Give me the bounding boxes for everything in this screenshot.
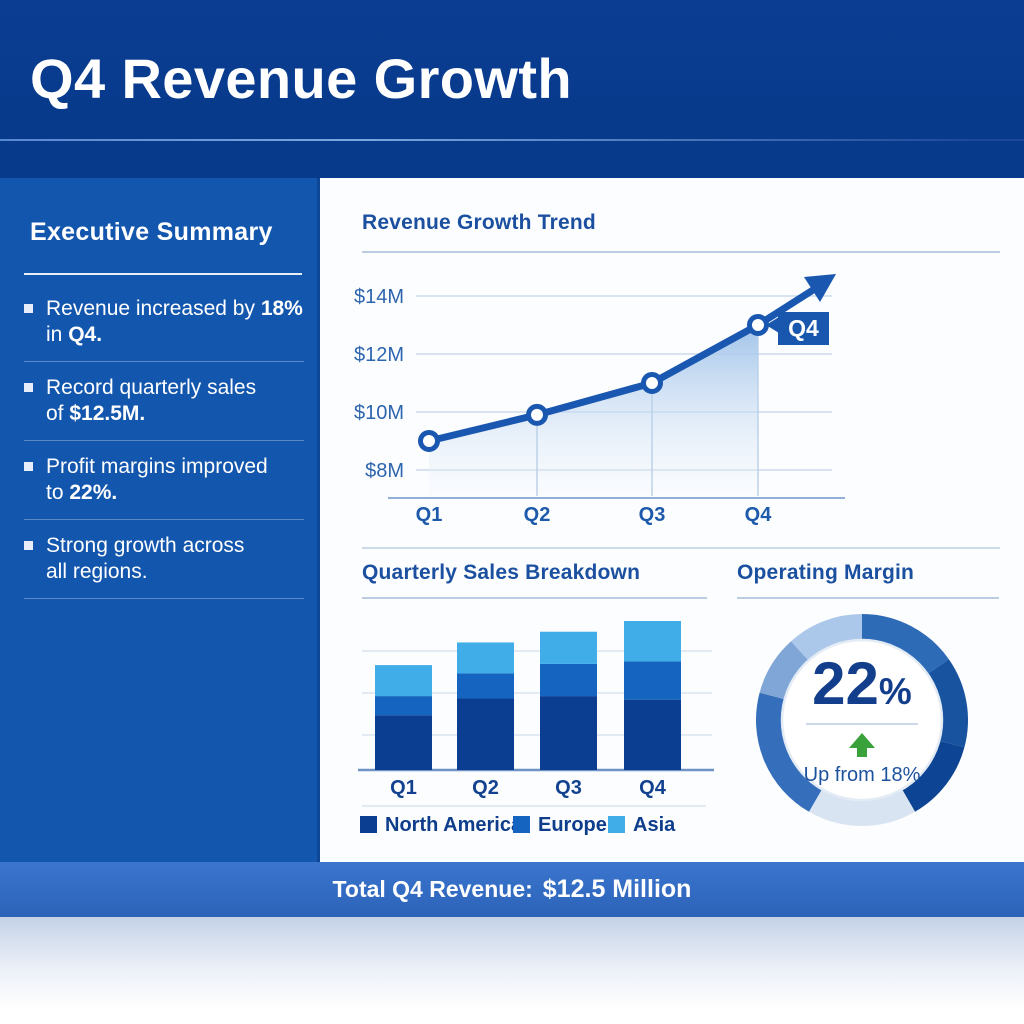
y-tick-label: $8M bbox=[365, 460, 404, 482]
donut-segment bbox=[901, 740, 965, 812]
bullet-square-icon bbox=[24, 383, 33, 392]
revenue-trend-chart: $8M $10M $12M $14M Q4 Q1 Q2 Q3 Q4 bbox=[354, 274, 845, 526]
bar-segment bbox=[624, 621, 681, 662]
data-point bbox=[526, 403, 548, 426]
legend-label: Asia bbox=[633, 814, 676, 836]
up-arrow-icon bbox=[849, 733, 875, 757]
x-tick-label: Q2 bbox=[524, 504, 551, 526]
footer-band: Total Q4 Revenue: $12.5 Million bbox=[0, 862, 1024, 917]
legend-swatch bbox=[360, 816, 377, 833]
summary-bullet: Strong growth across all regions. bbox=[24, 533, 304, 599]
bar-segment bbox=[375, 696, 432, 716]
donut-segment bbox=[756, 692, 823, 812]
annotation-label: Q4 bbox=[788, 315, 819, 341]
bar-segment bbox=[540, 631, 597, 664]
donut-segment bbox=[759, 641, 809, 700]
page-title: Q4 Revenue Growth bbox=[30, 47, 573, 110]
donut-segment bbox=[791, 614, 863, 661]
donut-chart-title-underline bbox=[737, 597, 999, 599]
bar-segment bbox=[540, 696, 597, 770]
footer-label: Total Q4 Revenue: bbox=[332, 876, 533, 902]
summary-bullet: Profit margins improved to 22%. bbox=[24, 454, 304, 520]
bar-segment bbox=[375, 715, 432, 770]
annotation-pointer bbox=[766, 317, 779, 333]
bullet-square-icon bbox=[24, 304, 33, 313]
y-tick-label: $10M bbox=[354, 402, 404, 424]
bar-segment bbox=[457, 673, 514, 699]
data-point bbox=[418, 430, 440, 452]
header-band: Q4 Revenue Growth bbox=[0, 0, 1024, 178]
summary-list: Revenue increased by 18% in Q4. Record qua… bbox=[24, 296, 304, 612]
donut-center: 22% Up from 18% bbox=[748, 606, 976, 834]
donut-chart-title: Operating Margin bbox=[737, 561, 915, 584]
section-divider bbox=[362, 547, 1000, 549]
x-tick-label: Q3 bbox=[555, 777, 582, 799]
line-chart-title-underline bbox=[362, 251, 1000, 253]
bullet-square-icon bbox=[24, 462, 33, 471]
x-tick-label: Q4 bbox=[639, 777, 667, 799]
donut-segment bbox=[927, 659, 968, 748]
margin-unit: % bbox=[878, 671, 912, 712]
bullet-square-icon bbox=[24, 541, 33, 550]
data-point bbox=[641, 372, 663, 394]
bullet-text: Revenue increased by 18% in Q4. bbox=[46, 297, 303, 346]
donut-inner-circle bbox=[780, 638, 944, 802]
bottom-gradient bbox=[0, 917, 1024, 1024]
bar-chart-title-underline bbox=[362, 597, 707, 599]
x-tick-label: Q2 bbox=[472, 777, 499, 799]
legend-label: Europe bbox=[538, 814, 607, 836]
bullet-text: Strong growth across all regions. bbox=[46, 534, 245, 583]
bar-segment bbox=[624, 661, 681, 700]
margin-value: 22 bbox=[812, 650, 879, 717]
donut-value-row: 22% bbox=[812, 654, 912, 714]
bar-segment bbox=[624, 699, 681, 770]
executive-summary-panel: Executive Summary Revenue increased by 1… bbox=[0, 178, 320, 862]
quarterly-sales-chart: Q1 Q2 Q3 Q4 North America Europe Asia bbox=[358, 621, 714, 836]
legend-label: North America bbox=[385, 814, 523, 836]
x-tick-label: Q1 bbox=[416, 504, 443, 526]
sidebar-title-underline bbox=[24, 273, 302, 275]
bar-segment bbox=[457, 698, 514, 770]
trend-arrowhead bbox=[804, 274, 836, 302]
operating-margin-donut bbox=[756, 614, 968, 826]
line-chart-title: Revenue Growth Trend bbox=[362, 211, 596, 234]
legend-swatch bbox=[608, 816, 625, 833]
x-tick-label: Q1 bbox=[390, 777, 417, 799]
footer-value: $12.5 Million bbox=[542, 875, 692, 903]
donut-center-divider bbox=[806, 723, 918, 725]
bullet-text: Profit margins improved to 22%. bbox=[46, 455, 268, 504]
bar-segment bbox=[457, 642, 514, 674]
area-fill bbox=[429, 325, 758, 497]
donut-segment bbox=[861, 614, 949, 675]
y-tick-label: $14M bbox=[354, 286, 404, 308]
y-tick-label: $12M bbox=[354, 344, 404, 366]
bar-chart-title: Quarterly Sales Breakdown bbox=[362, 561, 641, 584]
x-tick-label: Q4 bbox=[745, 504, 773, 526]
data-point bbox=[747, 314, 769, 336]
header-divider bbox=[0, 139, 1024, 141]
annotation-badge bbox=[778, 312, 829, 345]
legend-swatch bbox=[513, 816, 530, 833]
sidebar-title: Executive Summary bbox=[30, 218, 273, 246]
summary-bullet: Revenue increased by 18% in Q4. bbox=[24, 296, 304, 362]
donut-segment bbox=[809, 789, 915, 826]
main-content: Revenue Growth Trend $8M $10M $12M $14M Q4 Q1… bbox=[320, 178, 1024, 862]
bullet-text: Record quarterly sales of $12.5M. bbox=[46, 376, 257, 425]
bar-segment bbox=[540, 663, 597, 697]
bar-segment bbox=[375, 665, 432, 697]
summary-bullet: Record quarterly sales of $12.5M. bbox=[24, 375, 304, 441]
margin-note: Up from 18% bbox=[803, 764, 921, 786]
x-tick-label: Q3 bbox=[639, 504, 666, 526]
